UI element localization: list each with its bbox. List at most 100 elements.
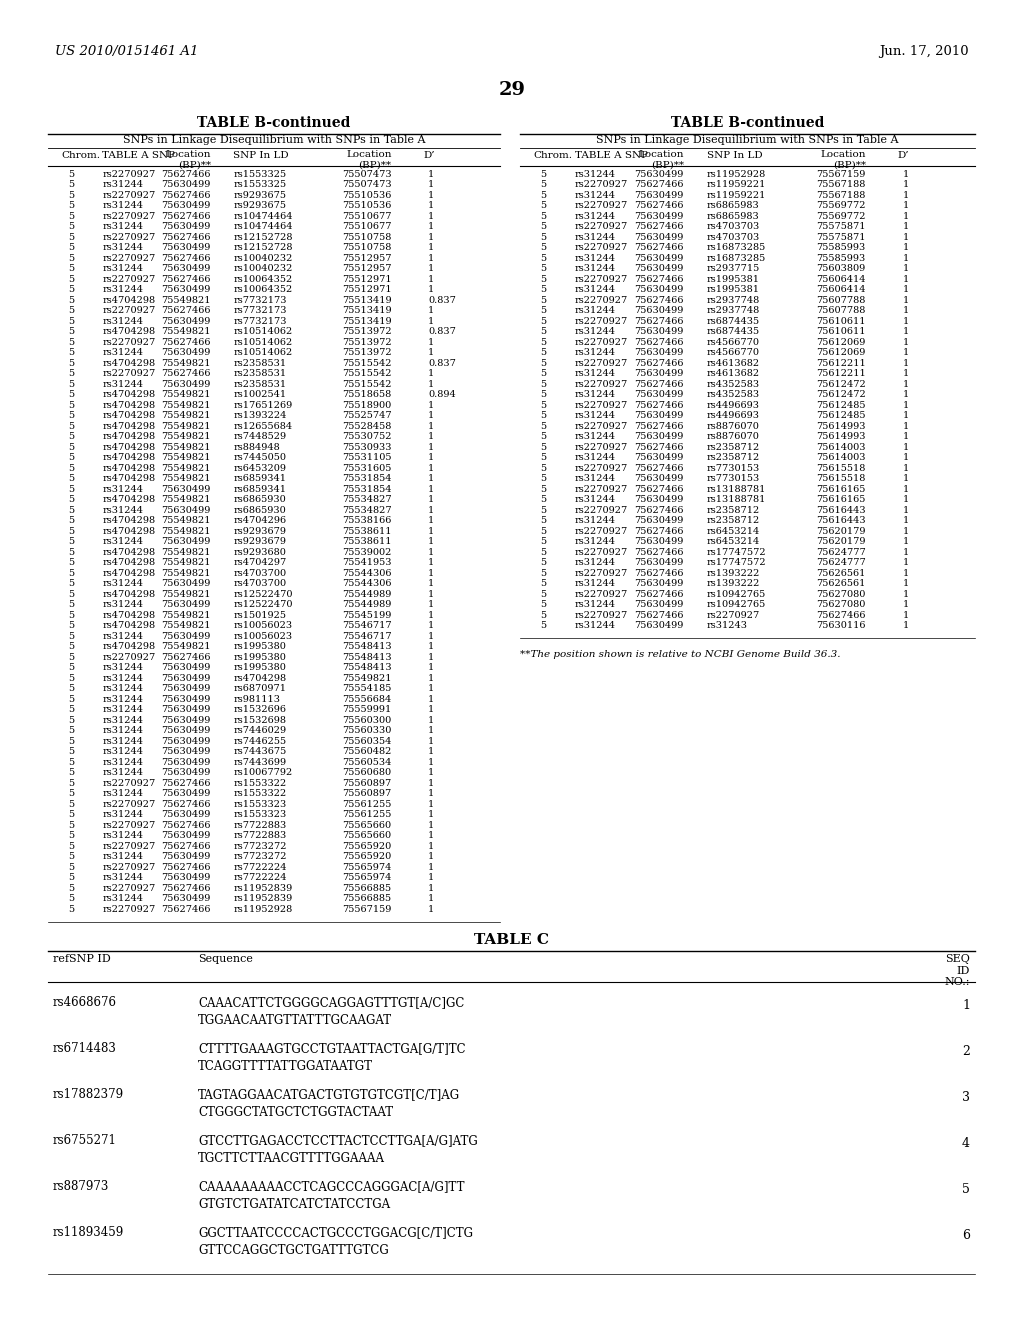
Text: 75630499: 75630499 xyxy=(162,601,211,610)
Text: 75627466: 75627466 xyxy=(634,359,684,368)
Text: 1: 1 xyxy=(428,317,434,326)
Text: 75627466: 75627466 xyxy=(161,232,211,242)
Text: rs10514062: rs10514062 xyxy=(233,327,293,337)
Text: 5: 5 xyxy=(69,484,75,494)
Text: 5: 5 xyxy=(69,906,75,913)
Text: rs2270927: rs2270927 xyxy=(574,422,628,430)
Text: 75513972: 75513972 xyxy=(342,327,391,337)
Text: rs9293679: rs9293679 xyxy=(233,527,287,536)
Text: rs1501925: rs1501925 xyxy=(233,611,287,620)
Text: 1: 1 xyxy=(428,821,434,830)
Text: 75512957: 75512957 xyxy=(342,264,391,273)
Text: 5: 5 xyxy=(541,253,547,263)
Text: rs7730153: rs7730153 xyxy=(707,474,760,483)
Text: 1: 1 xyxy=(428,348,434,358)
Text: US 2010/0151461 A1: US 2010/0151461 A1 xyxy=(55,45,199,58)
Text: rs31244: rs31244 xyxy=(574,306,615,315)
Text: 75569772: 75569772 xyxy=(816,202,866,210)
Text: rs4703703: rs4703703 xyxy=(707,222,760,231)
Text: 75544989: 75544989 xyxy=(342,590,391,599)
Text: 75627080: 75627080 xyxy=(816,601,866,610)
Text: rs6870971: rs6870971 xyxy=(233,684,287,693)
Text: rs31244: rs31244 xyxy=(574,170,615,180)
Text: 1: 1 xyxy=(428,874,434,882)
Text: 5: 5 xyxy=(69,579,75,589)
Text: TABLE A SNP: TABLE A SNP xyxy=(574,150,647,160)
Text: 75630499: 75630499 xyxy=(635,558,684,568)
Text: 1: 1 xyxy=(428,632,434,642)
Text: rs4704298: rs4704298 xyxy=(102,327,156,337)
Text: 1: 1 xyxy=(902,213,909,220)
Text: 75612485: 75612485 xyxy=(816,412,866,420)
Text: 75612472: 75612472 xyxy=(816,391,866,400)
Text: 1: 1 xyxy=(428,643,434,651)
Text: 75513972: 75513972 xyxy=(342,348,391,358)
Text: rs11952839: rs11952839 xyxy=(233,884,293,892)
Text: 75630499: 75630499 xyxy=(635,232,684,242)
Text: 5: 5 xyxy=(541,338,547,347)
Text: 6: 6 xyxy=(962,1229,970,1242)
Text: rs2270927: rs2270927 xyxy=(574,275,628,284)
Text: 5: 5 xyxy=(541,453,547,462)
Text: rs1995380: rs1995380 xyxy=(233,664,286,672)
Text: 75538611: 75538611 xyxy=(342,527,391,536)
Text: rs2358531: rs2358531 xyxy=(233,380,287,389)
Text: 5: 5 xyxy=(69,569,75,578)
Text: rs1553322: rs1553322 xyxy=(233,789,287,799)
Text: rs31244: rs31244 xyxy=(102,705,143,714)
Text: 5: 5 xyxy=(69,558,75,568)
Text: rs7732173: rs7732173 xyxy=(233,296,287,305)
Text: rs31244: rs31244 xyxy=(574,579,615,589)
Text: 75614003: 75614003 xyxy=(816,444,866,451)
Text: D’: D’ xyxy=(423,150,435,160)
Text: Location
(BP)**: Location (BP)** xyxy=(820,150,866,169)
Text: 5: 5 xyxy=(69,232,75,242)
Text: rs2270927: rs2270927 xyxy=(574,243,628,252)
Text: rs17747572: rs17747572 xyxy=(707,548,766,557)
Text: 75630499: 75630499 xyxy=(162,202,211,210)
Text: 1: 1 xyxy=(902,569,909,578)
Text: rs10474464: rs10474464 xyxy=(233,213,293,220)
Text: 75630499: 75630499 xyxy=(162,264,211,273)
Text: rs31244: rs31244 xyxy=(574,285,615,294)
Text: 75610611: 75610611 xyxy=(816,317,866,326)
Text: 1: 1 xyxy=(902,622,909,631)
Text: 75627466: 75627466 xyxy=(161,213,211,220)
Text: rs2358712: rs2358712 xyxy=(707,453,760,462)
Text: 75630499: 75630499 xyxy=(162,632,211,642)
Text: 5: 5 xyxy=(69,463,75,473)
Text: rs1393222: rs1393222 xyxy=(707,569,760,578)
Text: 75627466: 75627466 xyxy=(161,191,211,199)
Text: 5: 5 xyxy=(541,275,547,284)
Text: rs2358712: rs2358712 xyxy=(707,444,760,451)
Text: 75544306: 75544306 xyxy=(342,569,391,578)
Text: 75627080: 75627080 xyxy=(816,590,866,599)
Text: 5: 5 xyxy=(541,327,547,337)
Text: 75630499: 75630499 xyxy=(635,516,684,525)
Text: 5: 5 xyxy=(541,296,547,305)
Text: 5: 5 xyxy=(69,243,75,252)
Text: rs31244: rs31244 xyxy=(102,202,143,210)
Text: rs6874435: rs6874435 xyxy=(707,327,760,337)
Text: 75630499: 75630499 xyxy=(635,285,684,294)
Text: 75510677: 75510677 xyxy=(342,222,391,231)
Text: rs6453214: rs6453214 xyxy=(707,527,760,536)
Text: 75630499: 75630499 xyxy=(635,370,684,379)
Text: 75607788: 75607788 xyxy=(816,306,866,315)
Text: rs10064352: rs10064352 xyxy=(233,285,293,294)
Text: 1: 1 xyxy=(428,548,434,557)
Text: rs12655684: rs12655684 xyxy=(233,422,293,430)
Text: rs6453214: rs6453214 xyxy=(707,537,760,546)
Text: 75630499: 75630499 xyxy=(635,622,684,631)
Text: 5: 5 xyxy=(541,232,547,242)
Text: rs31244: rs31244 xyxy=(574,264,615,273)
Text: 75549821: 75549821 xyxy=(161,327,211,337)
Text: 75515542: 75515542 xyxy=(342,370,391,379)
Text: rs1995381: rs1995381 xyxy=(707,285,760,294)
Text: 75627466: 75627466 xyxy=(634,463,684,473)
Text: rs4703700: rs4703700 xyxy=(233,569,287,578)
Text: rs1393224: rs1393224 xyxy=(233,412,287,420)
Text: 5: 5 xyxy=(541,433,547,441)
Text: Chrom.: Chrom. xyxy=(61,150,100,160)
Text: 5: 5 xyxy=(69,675,75,682)
